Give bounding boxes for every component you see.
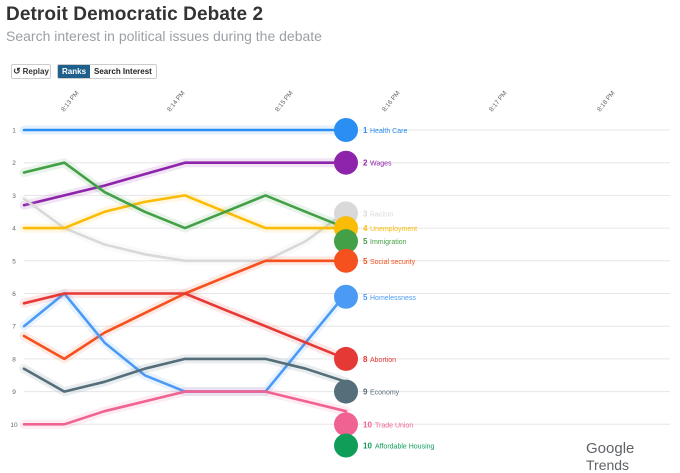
y-tick-3: 3 xyxy=(12,193,16,200)
y-tick-1: 1 xyxy=(12,128,16,135)
search-interest-button[interactable]: Search Interest xyxy=(90,65,156,78)
end-name-social-security: Social security xyxy=(370,259,416,266)
chart-title: Detroit Democratic Debate 2 xyxy=(6,4,264,25)
view-toggle: Ranks Search Interest xyxy=(57,64,157,79)
replay-icon: ↺ xyxy=(13,66,21,76)
end-marker-wages xyxy=(334,150,358,175)
series-halo-trade-union xyxy=(19,387,351,429)
series-line-abortion xyxy=(22,292,348,361)
replay-button[interactable]: ↺ Replay xyxy=(11,64,51,79)
series-line-unemployment xyxy=(22,194,348,230)
series-line-trade-union xyxy=(22,390,348,426)
series-line-immigration xyxy=(22,161,348,230)
end-name-affordable-housing: Affordable Housing xyxy=(375,444,435,451)
end-marker-trade-union xyxy=(334,412,358,437)
end-name-racism: Racism xyxy=(370,211,394,218)
x-tick-label: 8:18 PM xyxy=(596,90,616,113)
y-tick-8: 8 xyxy=(12,356,16,363)
end-rank-affordable-housing: 10 xyxy=(363,442,372,451)
rank-chart: 1 2 3 4 5 6 7 8 9 10 8:13 PM 8:14 PM 8:15 PM 8:16 PM 8… xyxy=(10,90,670,458)
y-tick-5: 5 xyxy=(12,258,16,265)
series-line-wages xyxy=(22,161,348,207)
x-tick-label: 8:16 PM xyxy=(381,90,401,113)
google-trends-logo: Google Trends xyxy=(586,440,680,473)
y-tick-4: 4 xyxy=(12,226,16,233)
series-line-racism xyxy=(22,197,348,263)
brand-trends: Trends xyxy=(586,457,630,473)
end-rank-abortion: 8 xyxy=(363,355,368,364)
end-rank-trade-union: 10 xyxy=(363,420,372,429)
end-marker-immigration xyxy=(334,229,358,254)
series-halo-economy xyxy=(19,354,351,397)
ranks-button[interactable]: Ranks xyxy=(58,65,91,78)
end-name-health-care: Health Care xyxy=(370,128,407,135)
end-marker-health-care xyxy=(334,118,358,142)
end-rank-racism: 3 xyxy=(363,209,368,218)
x-tick-label: 8:17 PM xyxy=(488,90,508,113)
end-marker-homelessness xyxy=(334,284,358,309)
end-marker-abortion xyxy=(334,346,358,371)
series-line-economy xyxy=(22,357,348,393)
end-name-unemployment: Unemployment xyxy=(370,226,417,233)
end-rank-social-security: 5 xyxy=(363,257,368,266)
end-rank-unemployment: 4 xyxy=(363,224,368,233)
x-tick-label: 8:13 PM xyxy=(60,90,80,113)
series-layer xyxy=(19,125,351,429)
chart-subtitle: Search interest in political issues duri… xyxy=(6,28,322,44)
end-rank-homelessness: 5 xyxy=(363,293,368,302)
y-tick-9: 9 xyxy=(12,389,16,396)
y-tick-7: 7 xyxy=(12,324,16,331)
end-name-wages: Wages xyxy=(370,161,392,168)
end-marker-economy xyxy=(334,379,358,404)
end-rank-wages: 2 xyxy=(363,159,368,168)
y-tick-2: 2 xyxy=(12,160,16,167)
end-name-immigration: Immigration xyxy=(370,239,407,246)
x-tick-label: 8:15 PM xyxy=(274,90,294,113)
end-name-homelessness: Homelessness xyxy=(370,295,416,302)
end-marker-social-security xyxy=(334,248,358,273)
brand-google: Google xyxy=(586,440,635,457)
end-name-trade-union: Trade Union xyxy=(375,422,413,429)
replay-label: Replay xyxy=(22,67,49,76)
x-tick-label: 8:14 PM xyxy=(166,90,186,113)
end-name-abortion: Abortion xyxy=(370,357,396,364)
y-tick-10: 10 xyxy=(10,422,18,429)
end-rank-immigration: 5 xyxy=(363,237,368,246)
unemployment-pointer-icon xyxy=(351,224,357,233)
y-tick-6: 6 xyxy=(12,291,16,298)
end-rank-health-care: 1 xyxy=(363,126,368,135)
end-marker-affordable-housing xyxy=(334,433,358,458)
end-rank-economy: 9 xyxy=(363,388,368,397)
end-name-economy: Economy xyxy=(370,390,400,397)
